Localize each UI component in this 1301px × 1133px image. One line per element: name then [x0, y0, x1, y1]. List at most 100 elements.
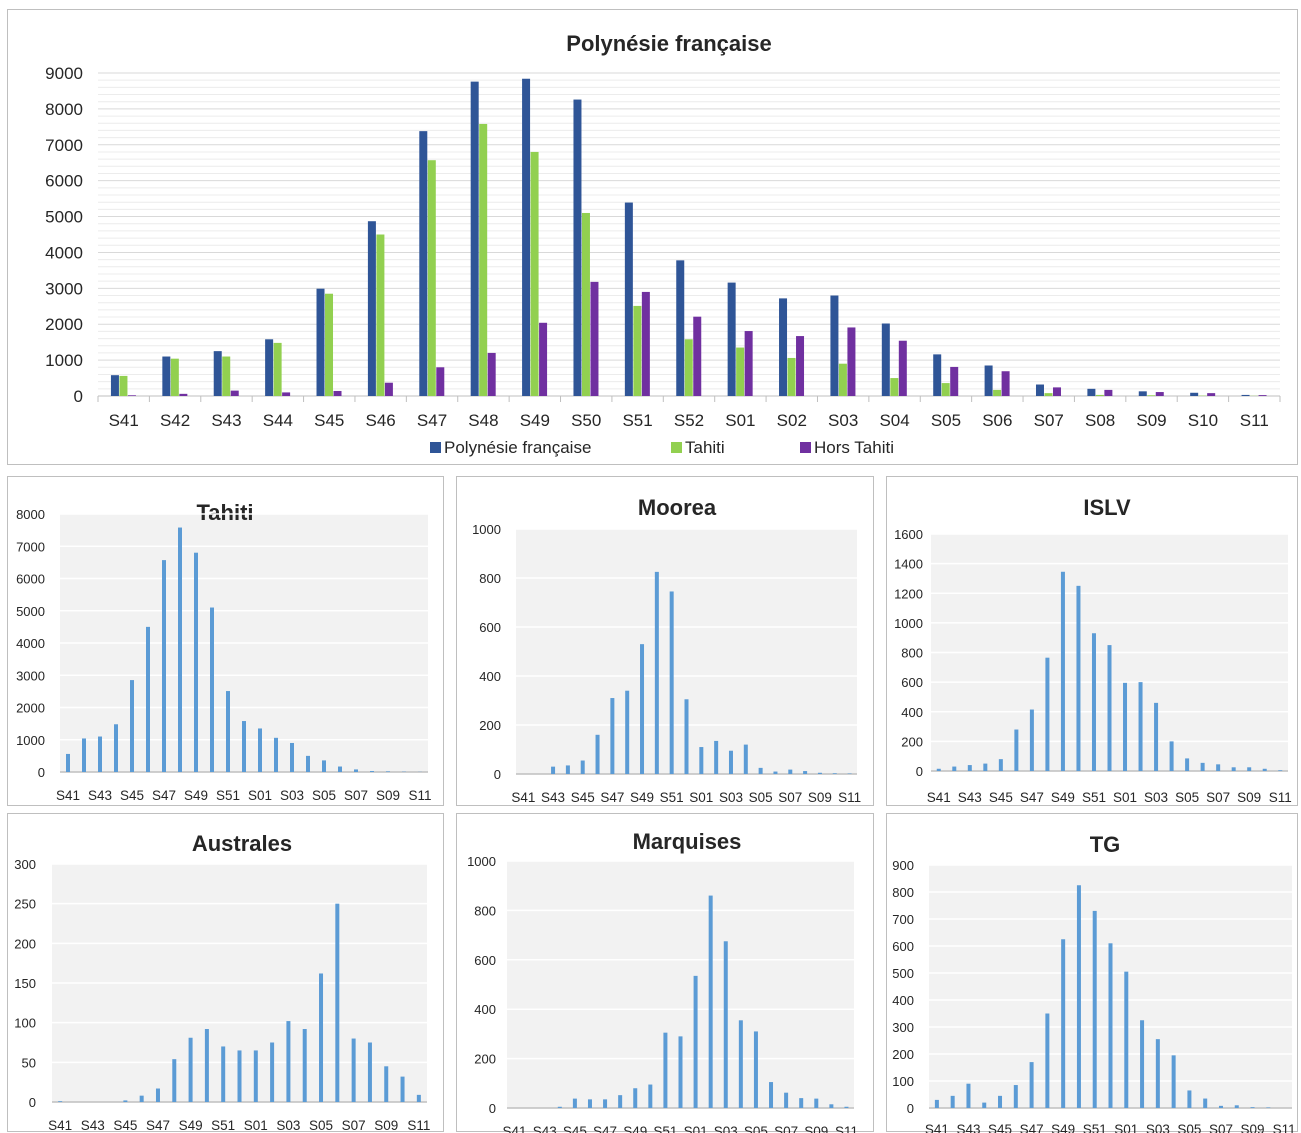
bar-hors-tahiti-s46 — [385, 383, 393, 396]
bar-s02 — [1139, 682, 1143, 771]
x-tick-label: S11 — [407, 1118, 430, 1133]
bar-hors-tahiti-s48 — [488, 353, 496, 396]
bar-s03 — [286, 1021, 290, 1102]
bar-s07 — [354, 769, 358, 772]
bar-s43 — [551, 767, 555, 774]
bar-s45 — [573, 1099, 577, 1108]
x-tick-label: S51 — [660, 790, 684, 805]
y-tick-label: 5000 — [45, 208, 83, 227]
x-tick-label: S09 — [374, 1118, 398, 1133]
bar-s51 — [221, 1046, 225, 1102]
bar-s51 — [663, 1033, 667, 1108]
bar-s49 — [640, 644, 644, 774]
bar-s04 — [306, 756, 310, 772]
bar-s10 — [829, 1104, 833, 1108]
x-tick-label: S45 — [988, 1122, 1012, 1133]
x-tick-label: S01 — [1113, 790, 1137, 805]
y-tick-label: 600 — [474, 953, 496, 968]
bar-s52 — [238, 1050, 242, 1102]
bar-s51 — [1093, 911, 1097, 1108]
bar-hors-tahiti-s03 — [847, 327, 855, 396]
bar-s45 — [999, 759, 1003, 771]
y-tick-label: 100 — [892, 1074, 914, 1089]
y-tick-label: 0 — [916, 764, 923, 779]
bar-tahiti-s45 — [325, 294, 333, 396]
x-tick-label: S41 — [511, 790, 535, 805]
bar-s52 — [1109, 943, 1113, 1108]
y-tick-label: 2000 — [16, 701, 45, 716]
bar-s50 — [205, 1029, 209, 1102]
bar-polynesie-francaise-s11 — [1242, 395, 1250, 396]
bar-s44 — [983, 764, 987, 771]
bar-s09 — [814, 1099, 818, 1108]
bar-hors-tahiti-s07 — [1053, 387, 1061, 396]
x-tick-label: S43 — [211, 411, 241, 430]
y-tick-label: 300 — [892, 1020, 914, 1035]
bar-s08 — [1232, 767, 1236, 771]
y-tick-label: 800 — [892, 885, 914, 900]
bar-tahiti-s02 — [788, 358, 796, 396]
y-tick-label: 8000 — [45, 100, 83, 119]
bar-s50 — [1076, 586, 1080, 771]
bar-hors-tahiti-s47 — [436, 367, 444, 396]
x-tick-label: S09 — [808, 790, 832, 805]
y-tick-label: 400 — [479, 669, 501, 684]
x-tick-label: S01 — [1114, 1122, 1138, 1133]
bar-hors-tahiti-s49 — [539, 323, 547, 396]
y-tick-label: 600 — [892, 939, 914, 954]
bar-tahiti-s42 — [171, 359, 179, 396]
x-tick-label: S41 — [48, 1118, 72, 1133]
bar-s06 — [773, 772, 777, 774]
bar-s04 — [303, 1029, 307, 1102]
y-tick-label: 1400 — [894, 557, 923, 572]
bar-s01 — [699, 747, 703, 774]
y-tick-label: 200 — [479, 718, 501, 733]
y-tick-label: 300 — [14, 857, 36, 872]
bar-tahiti-s49 — [531, 152, 539, 396]
bar-s48 — [1045, 1014, 1049, 1109]
bar-s03 — [724, 941, 728, 1108]
bar-s09 — [386, 771, 390, 772]
bar-s48 — [178, 528, 182, 772]
bar-hors-tahiti-s01 — [745, 331, 753, 396]
legend-label-tahiti: Tahiti — [685, 438, 725, 457]
y-tick-label: 150 — [14, 976, 36, 991]
bar-s47 — [156, 1089, 160, 1102]
x-tick-label: S45 — [314, 411, 344, 430]
bar-hors-tahiti-s42 — [179, 394, 187, 396]
y-tick-label: 1000 — [16, 733, 45, 748]
x-tick-label: S45 — [989, 790, 1013, 805]
bar-s05 — [754, 1031, 758, 1108]
y-tick-label: 200 — [14, 936, 36, 951]
x-tick-label: S44 — [263, 411, 293, 430]
x-tick-label: S11 — [1269, 790, 1292, 805]
y-tick-label: 9000 — [45, 64, 83, 83]
bar-polynesie-francaise-s47 — [419, 131, 427, 396]
bar-tahiti-s08 — [1096, 395, 1104, 396]
bar-polynesie-francaise-s44 — [265, 339, 273, 396]
bar-s06 — [769, 1082, 773, 1108]
bar-s50 — [655, 572, 659, 774]
x-tick-label: S43 — [541, 790, 565, 805]
x-tick-label: S11 — [1273, 1122, 1296, 1133]
bar-s43 — [966, 1084, 970, 1108]
bar-tahiti-s46 — [376, 235, 384, 397]
x-tick-label: S49 — [179, 1118, 203, 1133]
bar-hors-tahiti-s43 — [231, 391, 239, 396]
bar-polynesie-francaise-s02 — [779, 298, 787, 396]
y-tick-label: 200 — [901, 734, 923, 749]
bar-s11 — [1278, 770, 1282, 771]
bar-s03 — [729, 751, 733, 774]
bar-s46 — [1014, 1085, 1018, 1108]
chart-title: Australes — [192, 831, 292, 856]
bar-polynesie-francaise-s09 — [1139, 391, 1147, 396]
bar-s46 — [588, 1099, 592, 1108]
bar-polynesie-francaise-s01 — [728, 283, 736, 396]
bar-s09 — [818, 773, 822, 774]
bar-s02 — [714, 741, 718, 774]
bar-s50 — [210, 608, 214, 772]
bar-hors-tahiti-s51 — [642, 292, 650, 396]
